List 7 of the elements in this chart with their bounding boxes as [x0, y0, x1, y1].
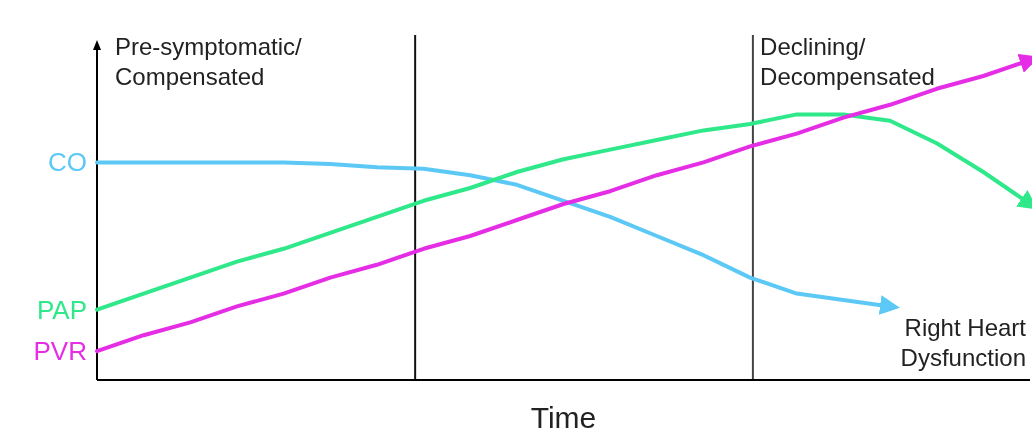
annotation: Pre-symptomatic/ Compensated: [115, 33, 303, 90]
annotation: Declining/ Decompensated: [760, 33, 935, 90]
annotation: Right Heart Dysfunction: [900, 314, 1027, 371]
x-axis-title: Time: [530, 401, 597, 434]
series-label: PAP: [36, 294, 87, 325]
series-label: PVR: [33, 336, 87, 367]
series-label: CO: [48, 147, 87, 178]
